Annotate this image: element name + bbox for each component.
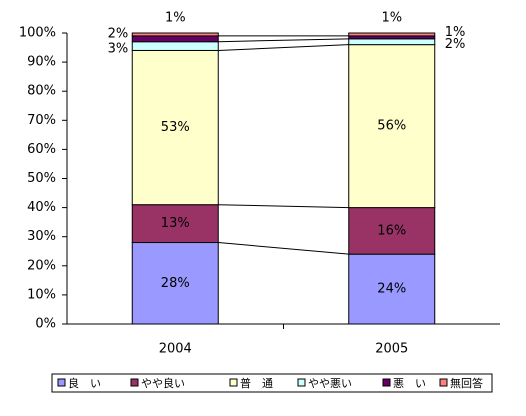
data-label: 28% — [161, 276, 190, 291]
y-tick-label: 50% — [27, 171, 56, 186]
bar-segment — [131, 49, 219, 206]
bar-segment — [348, 207, 436, 255]
data-label: 53% — [161, 120, 190, 135]
legend-swatch — [382, 378, 391, 387]
bar-segment — [131, 41, 219, 51]
bar-segment — [348, 44, 436, 209]
y-tick-label: 0% — [35, 317, 56, 332]
y-tick-label: 10% — [27, 287, 56, 302]
x-tick-label: 2005 — [375, 342, 408, 357]
data-label: 2% — [445, 37, 466, 52]
data-label: 56% — [377, 119, 406, 134]
legend-label: 無回答 — [450, 376, 483, 390]
legend-label: やや良い — [141, 376, 185, 390]
bar-segment — [348, 253, 436, 325]
legend-swatch — [297, 378, 306, 387]
y-tick-label: 60% — [27, 142, 56, 157]
data-label: 1% — [381, 11, 402, 26]
data-label: 1% — [445, 25, 466, 40]
legend — [51, 373, 493, 393]
data-label: 16% — [377, 223, 406, 238]
y-tick-label: 40% — [27, 200, 56, 215]
bar-segment — [131, 204, 219, 244]
data-label: 13% — [161, 216, 190, 231]
data-label: 1% — [165, 11, 186, 26]
legend-swatch — [229, 378, 238, 387]
bar-segment — [131, 32, 219, 37]
x-tick-label: 2004 — [159, 342, 192, 357]
y-tick-label: 20% — [27, 258, 56, 273]
legend-label: やや悪い — [308, 377, 352, 390]
legend-swatch — [130, 378, 139, 387]
bar-segment — [348, 32, 436, 37]
legend-swatch — [57, 378, 66, 387]
y-tick-label: 80% — [27, 84, 56, 99]
y-tick-label: 90% — [27, 55, 56, 70]
series-line — [218, 44, 349, 51]
data-label: 24% — [377, 282, 406, 297]
legend-label: 普 通 — [240, 376, 273, 390]
bar-segment — [131, 242, 219, 325]
data-label: 3% — [108, 42, 129, 57]
legend-label: 悪 い — [393, 377, 426, 390]
y-tick-label: 30% — [27, 229, 56, 244]
bar-segment — [131, 35, 219, 43]
series-line — [218, 242, 349, 255]
data-label: 2% — [108, 26, 129, 41]
legend-swatch — [439, 378, 448, 387]
series-line — [218, 38, 349, 43]
series-line — [218, 204, 349, 209]
y-tick-label: 70% — [27, 113, 56, 128]
bar-segment — [348, 38, 436, 46]
legend-label: 良 い — [68, 376, 101, 390]
y-tick-label: 100% — [19, 26, 56, 41]
